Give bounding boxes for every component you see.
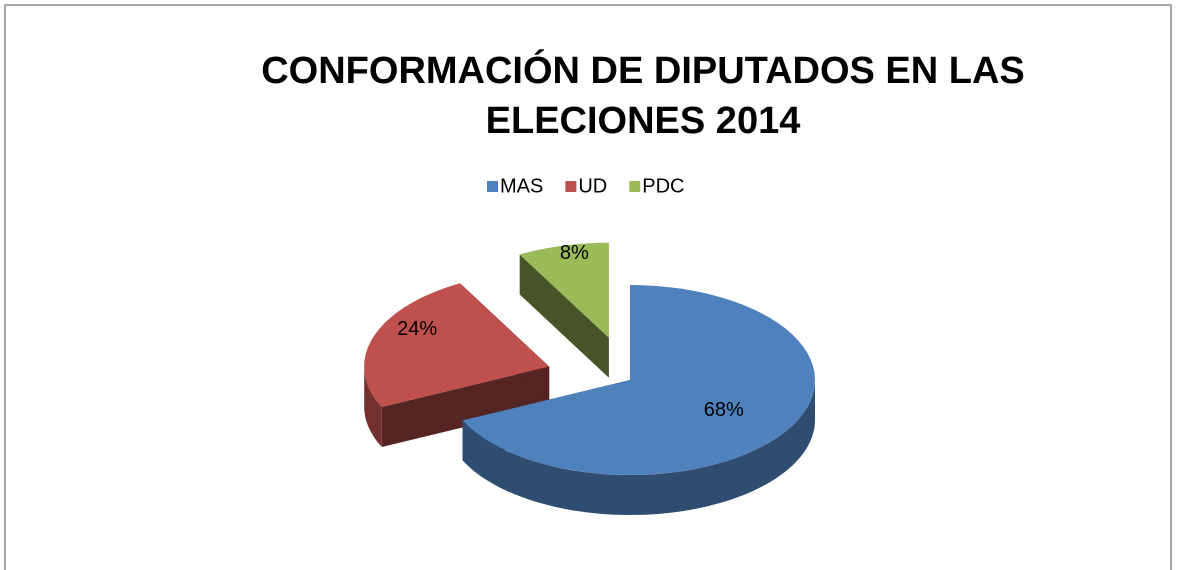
legend-swatch: [487, 181, 498, 192]
legend-label: UD: [578, 175, 607, 197]
legend-label: PDC: [642, 175, 684, 197]
chart-title: CONFORMACIÓN DE DIPUTADOS EN LAS ELECION…: [261, 50, 1025, 142]
legend-swatch: [629, 181, 641, 192]
legend-label: MAS: [500, 175, 543, 197]
legend-swatch: [565, 181, 577, 192]
slice: [462, 285, 815, 475]
slice-side: [381, 366, 550, 447]
slice: [364, 283, 550, 407]
slice-wall: [462, 380, 815, 515]
data-label: 8%: [560, 242, 589, 264]
slice-wall: [364, 366, 382, 447]
data-label: 68%: [704, 399, 744, 421]
slice: [519, 242, 609, 338]
data-label: 24%: [397, 318, 437, 340]
slice-side: [519, 254, 609, 378]
